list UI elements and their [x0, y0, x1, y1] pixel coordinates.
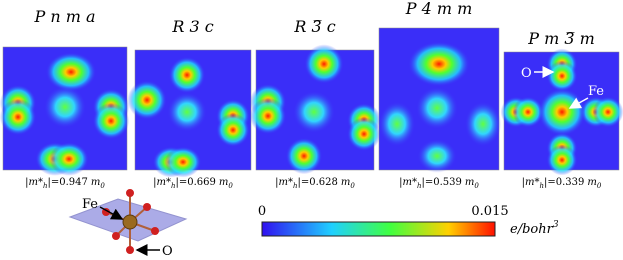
space-group-title: R 3 c: [171, 17, 213, 36]
density-blob: [546, 60, 578, 92]
density-blob: [168, 56, 206, 94]
density-blob: [347, 117, 381, 151]
unit-base: e/bohr: [510, 222, 554, 237]
colorbar-bar: [261, 221, 496, 237]
mass-label: |m*h|=0.339 m0: [522, 177, 602, 190]
colorbar-unit: e/bohr3: [510, 220, 559, 237]
mass-label: |m*h|=0.539 m0: [399, 177, 479, 190]
o-panel-label: O: [521, 66, 532, 81]
density-blob: [167, 92, 207, 132]
density-blob: [378, 101, 416, 147]
density-blob: [216, 113, 250, 147]
mass-unit-sub: 0: [474, 182, 479, 190]
colorbar: 0 0.015 e/bohr3: [258, 204, 559, 237]
structure: Fe O: [68, 189, 188, 259]
mass-unit: m: [91, 177, 100, 188]
mass-value: 0.539: [433, 177, 462, 188]
space-group-title: P n m a: [33, 7, 95, 26]
density-blob: [285, 137, 323, 175]
density-blob: [49, 142, 89, 176]
mass-unit-sub: 0: [100, 182, 105, 190]
space-group-title: R 3̅ c: [293, 17, 335, 36]
density-blob: [0, 98, 37, 136]
density-blob: [408, 41, 470, 87]
density-blob: [293, 91, 335, 133]
density-blob: [464, 101, 502, 147]
mass-value: 0.669: [187, 177, 216, 188]
density-blob: [512, 96, 544, 128]
density-blob: [538, 88, 586, 136]
density-blob: [417, 139, 457, 173]
density-blob: [164, 146, 202, 178]
density-panel: R 3̅ c |m*h|=0.628 m0: [249, 17, 381, 190]
density-blob: [92, 102, 130, 140]
panels: P n m a|m*h|=0.947 m0R 3 c|m*h|=0.669 m0R …: [0, 0, 623, 190]
mass-open: |m*: [522, 177, 540, 188]
density-panel: R 3 c |m*h|=0.669 m0: [127, 17, 252, 190]
density-blob: [546, 144, 578, 176]
mass-value: 0.339: [556, 177, 585, 188]
density-blob: [127, 80, 167, 120]
mass-unit-sub: 0: [350, 182, 355, 190]
mass-open: |m*: [399, 177, 417, 188]
fe-panel-label: Fe: [588, 84, 604, 99]
mass-unit: m: [341, 177, 350, 188]
space-group-title: P m 3̅ m: [527, 29, 595, 48]
mass-close: |=: [176, 177, 188, 188]
density-panel: P m 3̅ m |m*h|=0.339 m0: [500, 29, 623, 190]
density-blob: [592, 96, 623, 128]
mass-unit: m: [465, 177, 474, 188]
mass-unit: m: [219, 177, 228, 188]
mass-close: |=: [48, 177, 60, 188]
mass-label: |m*h|=0.669 m0: [153, 177, 233, 190]
unit-sup: 3: [553, 220, 559, 230]
fe-arrow: [99, 206, 124, 220]
fe-panel-arrow: [568, 97, 589, 109]
fe-label: Fe: [82, 197, 98, 212]
space-group-title: P 4 m m: [405, 0, 473, 18]
mass-label: |m*h|=0.947 m0: [25, 177, 105, 190]
mass-open: |m*: [153, 177, 171, 188]
colorbar-min: 0: [258, 204, 266, 219]
density-blob: [44, 86, 86, 128]
density-panel: P 4 m m |m*h|=0.539 m0: [378, 0, 502, 190]
o-atoms: [102, 189, 159, 254]
mass-sub: h: [171, 182, 176, 190]
mass-open: |m*: [25, 177, 43, 188]
mass-unit-sub: 0: [228, 182, 233, 190]
density-blob: [416, 87, 458, 129]
mass-sub: h: [293, 182, 298, 190]
mass-label: |m*h|=0.628 m0: [275, 177, 355, 190]
mass-close: |=: [298, 177, 310, 188]
mass-unit-sub: 0: [597, 182, 602, 190]
mass-sub: h: [417, 182, 422, 190]
density-panel: P n m a |m*h|=0.947 m0: [0, 7, 130, 190]
mass-value: 0.947: [59, 177, 88, 188]
o-label: O: [162, 244, 173, 259]
density-blob: [249, 97, 287, 135]
mass-sub: h: [43, 182, 48, 190]
fe-atom: [122, 214, 138, 230]
mass-sub: h: [540, 182, 545, 190]
mass-close: |=: [422, 177, 434, 188]
mass-unit: m: [587, 177, 596, 188]
mass-close: |=: [544, 177, 556, 188]
density-blob: [45, 52, 97, 92]
colorbar-max: 0.015: [471, 204, 508, 219]
density-blob: [304, 44, 344, 84]
mass-value: 0.628: [309, 177, 338, 188]
mass-open: |m*: [275, 177, 293, 188]
